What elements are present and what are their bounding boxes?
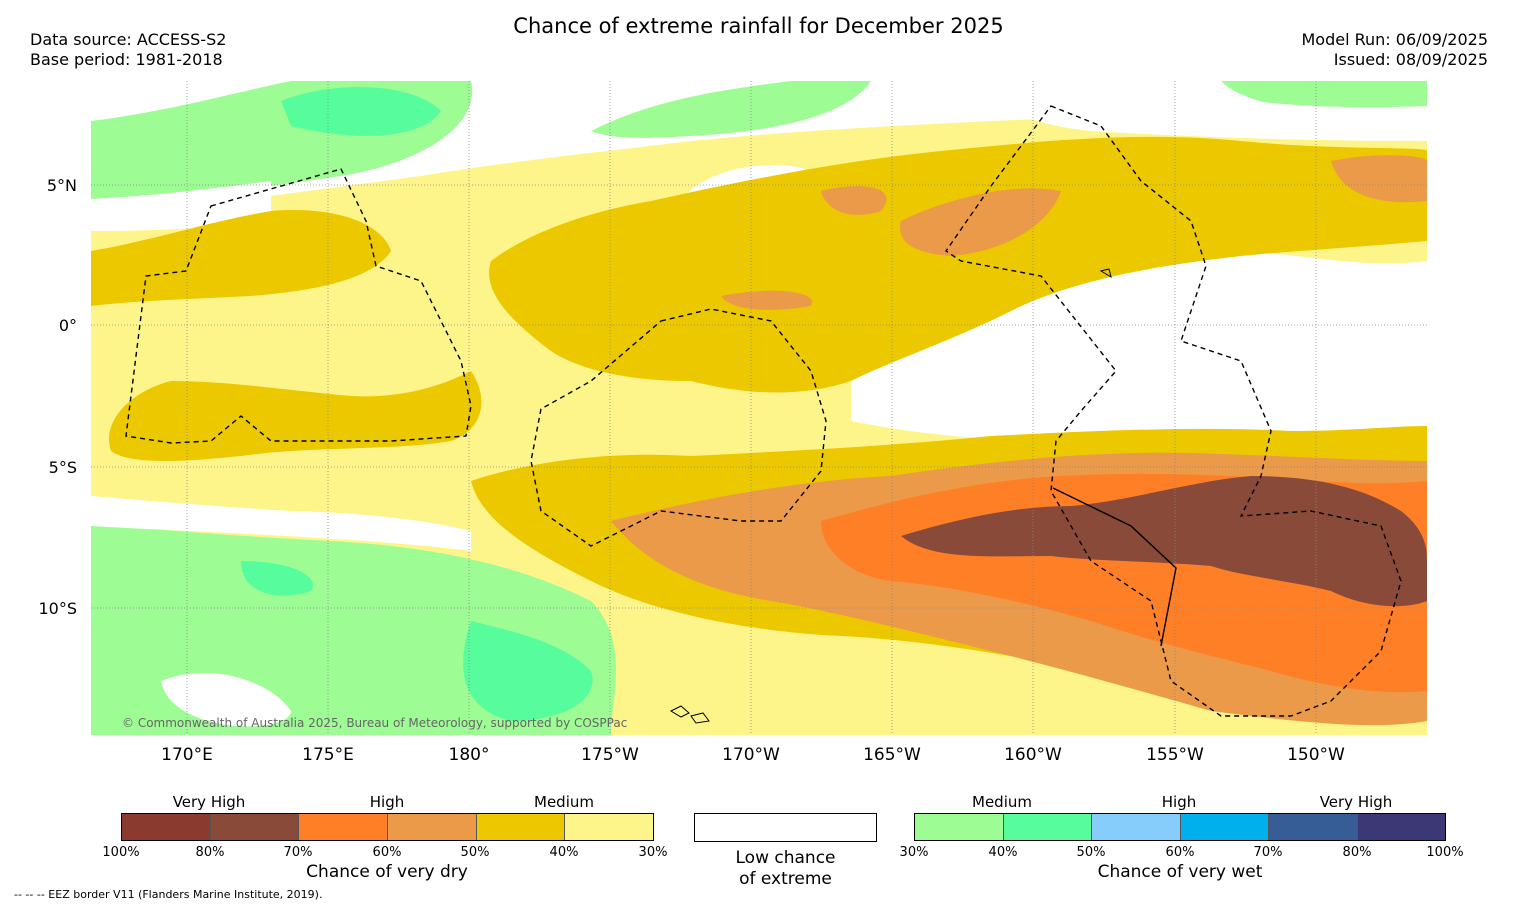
wet-30-northeast [1221, 81, 1427, 108]
data-source: Data source: ACCESS-S2 [30, 30, 227, 49]
low-chance-line2: of extreme [739, 869, 832, 889]
eez-borders [125, 105, 1402, 717]
dry-50-central [721, 290, 813, 310]
dry-70-south [901, 476, 1427, 607]
lon-label-180: 180° [448, 745, 490, 765]
dry-tick: 40% [549, 845, 579, 860]
dry-tick: 70% [283, 845, 313, 860]
low-chance-swatch [694, 813, 877, 842]
wet-40-southwest [463, 621, 593, 721]
dry-50-north [821, 186, 887, 215]
wet-tick: 40% [988, 845, 1018, 860]
wet-colorbar [914, 813, 1446, 841]
dry-40-west [91, 210, 391, 306]
wet-tick: 30% [899, 845, 929, 860]
dry-swatch-4 [388, 814, 477, 840]
low-chance-southwest [91, 496, 471, 551]
lat-label-5s: 5°S [48, 458, 77, 477]
rainfall-map [91, 81, 1427, 735]
dry-50-east [1331, 155, 1427, 203]
islands [669, 268, 1112, 724]
wet-tick: 100% [1426, 845, 1464, 860]
dry-swatch-6 [565, 814, 654, 840]
wet-swatch-6 [1357, 814, 1445, 840]
dry-colorbar [121, 813, 654, 841]
dry-legend-title: Chance of very dry [306, 862, 468, 882]
wet-30-north [591, 81, 871, 138]
lat-label-10s: 10°S [38, 599, 77, 618]
wet-swatch-4 [1180, 814, 1269, 840]
model-run: Model Run: 06/09/2025 [1301, 30, 1489, 49]
dry-swatch-1 [122, 814, 211, 840]
wet-swatch-2 [1003, 814, 1092, 840]
lon-label-165w: 165°W [863, 745, 921, 765]
dry-tick: 100% [102, 845, 140, 860]
low-chance-label: Low chance of extreme [694, 848, 877, 890]
dry-swatch-2 [210, 814, 300, 840]
dry-40-central [489, 136, 1427, 393]
solid-border [1052, 487, 1177, 647]
dry-cat-very-high: Very High [172, 793, 246, 811]
wet-cat-medium: Medium [972, 793, 1032, 811]
meta-left: Data source: ACCESS-S2 Base period: 1981… [30, 30, 226, 70]
wet-swatch-3 [1092, 814, 1181, 840]
dry-40-southwest-band [109, 371, 482, 461]
eez-footnote: -- -- -- EEZ border V11 (Flanders Marine… [14, 888, 323, 901]
low-chance-top-right [991, 81, 1427, 141]
lon-label-150w: 150°W [1287, 745, 1345, 765]
wet-swatch-5 [1269, 814, 1358, 840]
map-title: Chance of extreme rainfall for December … [513, 14, 1004, 38]
wet-tick: 50% [1076, 845, 1106, 860]
lon-label-175e: 175°E [302, 745, 354, 765]
lon-label-170w: 170°W [722, 745, 780, 765]
lon-label-175w: 175°W [581, 745, 639, 765]
wet-swatch-1 [915, 814, 1004, 840]
lon-label-170e: 170°E [161, 745, 213, 765]
copyright-notice: © Commonwealth of Australia 2025, Bureau… [122, 716, 628, 730]
dry-tick: 60% [372, 845, 402, 860]
dry-cat-medium: Medium [534, 793, 594, 811]
issued-date: Issued: 08/09/2025 [1333, 50, 1488, 69]
dry-swatch-5 [476, 814, 566, 840]
wet-legend-title: Chance of very wet [1097, 862, 1263, 882]
dry-tick: 80% [195, 845, 225, 860]
wet-cat-high: High [1161, 793, 1197, 811]
dry-cat-high: High [369, 793, 405, 811]
wet-40-northwest [281, 87, 441, 136]
lon-label-155w: 155°W [1146, 745, 1204, 765]
wet-tick: 70% [1253, 845, 1283, 860]
lat-label-0: 0° [58, 316, 77, 335]
dry-swatch-3 [299, 814, 389, 840]
wet-40-southwest-2 [241, 561, 313, 596]
lat-label-5n: 5°N [46, 176, 77, 195]
grid-lines [91, 81, 1427, 735]
low-chance-southwest-2 [161, 672, 291, 727]
meta-right: Model Run: 06/09/2025 Issued: 08/09/2025 [1302, 30, 1489, 70]
low-chance-northwest [91, 181, 271, 231]
dry-50-northeast [900, 188, 1061, 256]
low-chance-line1: Low chance [735, 848, 836, 868]
wet-tick: 80% [1342, 845, 1372, 860]
wet-cat-very-high: Very High [1319, 793, 1393, 811]
base-period: Base period: 1981-2018 [30, 50, 223, 69]
dry-tick: 30% [638, 845, 668, 860]
wet-tick: 60% [1165, 845, 1195, 860]
lon-label-160w: 160°W [1004, 745, 1062, 765]
dry-tick: 50% [460, 845, 490, 860]
